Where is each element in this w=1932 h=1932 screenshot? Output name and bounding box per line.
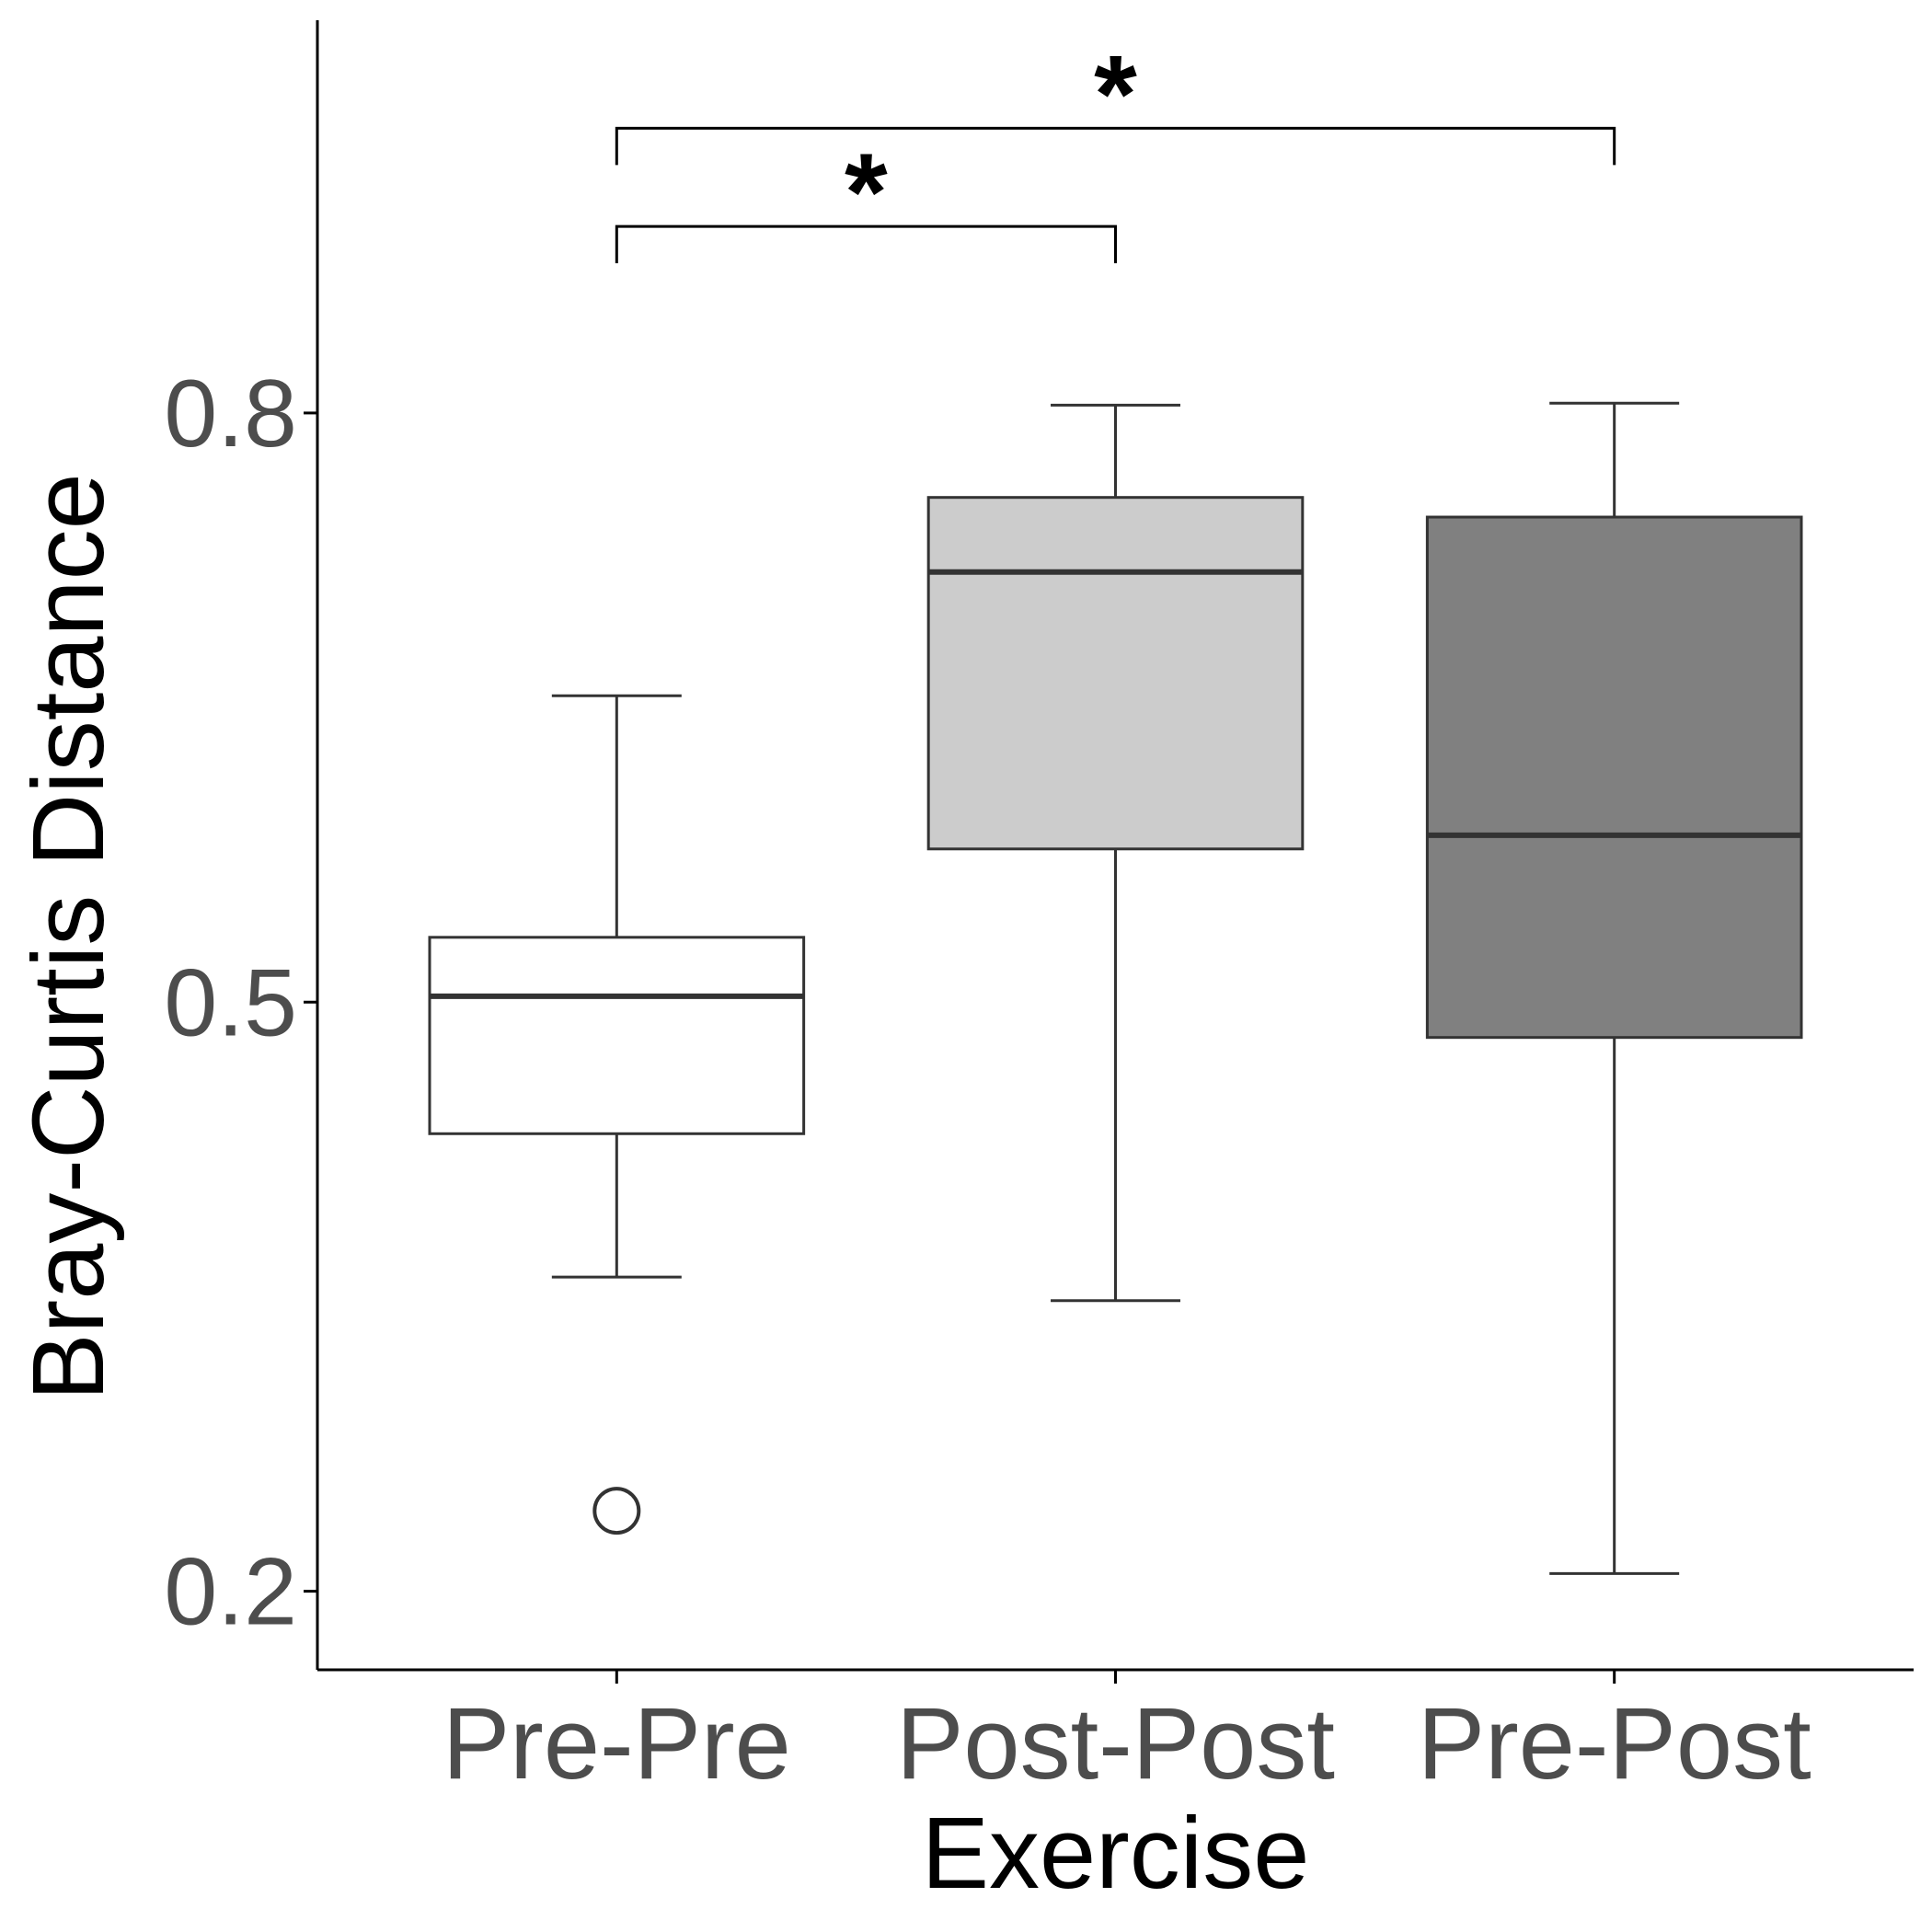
y-tick-label: 0.8 [164,361,297,467]
y-axis-ticks: 0.2 0.5 0.8 [164,361,317,1646]
interquartile-box [926,496,1305,851]
box-pre-post [1425,401,1803,1575]
y-axis-title: Bray-Curtis Distance [12,473,125,1401]
x-axis-title: Exercise [922,1797,1310,1910]
outlier-point [592,1487,641,1535]
significance-brackets: ** [615,32,1616,264]
x-axis-ticks: Pre-Pre Post-Post Pre-Post [443,1670,1811,1800]
significance-star: * [845,131,888,254]
x-tick-label: Pre-Post [1418,1687,1811,1800]
y-tick-label: 0.5 [164,949,297,1056]
box-post-post [926,403,1305,1303]
interquartile-box [428,936,806,1135]
significance-star: * [1094,32,1137,155]
significance-bracket [615,126,1616,166]
significance-bracket [615,224,1117,264]
y-tick-label: 0.2 [164,1539,297,1646]
interquartile-box [1425,515,1803,1040]
plot-marks [428,401,1803,1575]
x-tick-label: Post-Post [896,1687,1335,1800]
x-tick-label: Pre-Pre [443,1687,791,1800]
box-pre-pre [428,694,806,1535]
